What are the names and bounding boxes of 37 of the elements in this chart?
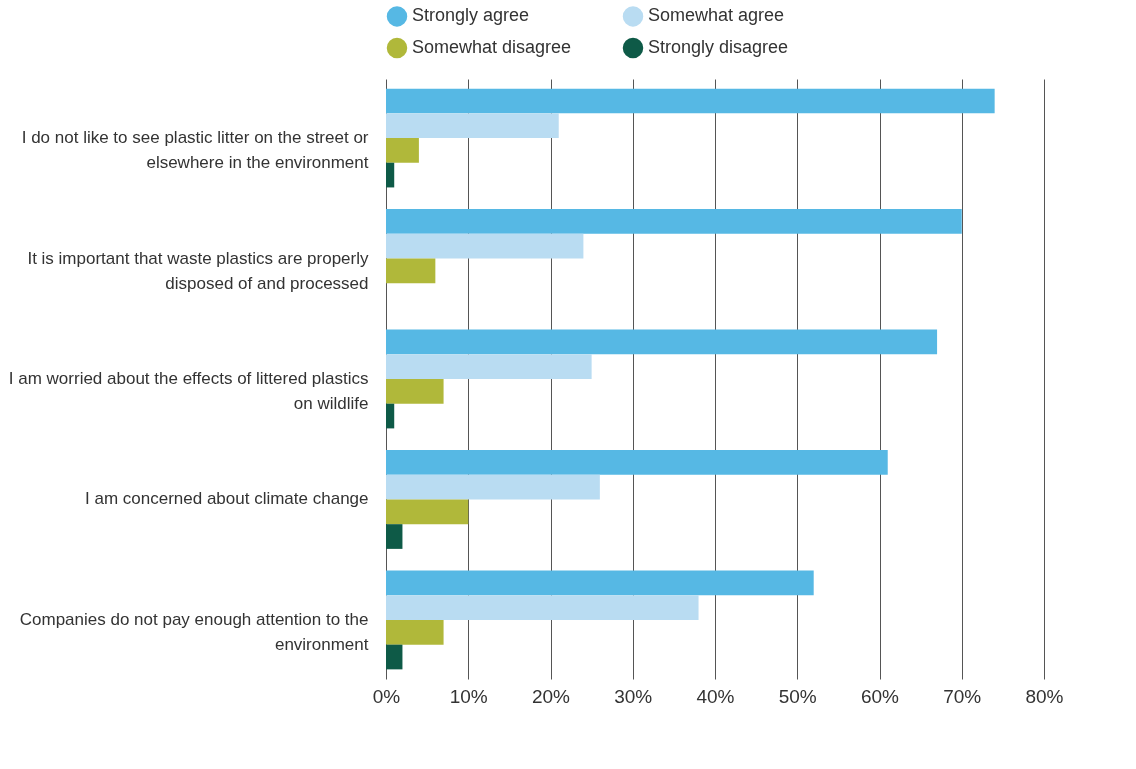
x-tick-label: 30% [614, 685, 653, 707]
y-tick-label: Companies do not pay enough attention to the environment [19, 609, 369, 654]
x-tick-label: 0% [372, 685, 401, 707]
x-tick-label: 40% [696, 685, 735, 707]
bar [386, 595, 699, 620]
x-tick-label: 80% [1025, 685, 1064, 707]
x-tick-label: 20% [531, 685, 571, 707]
y-tick-label: I am worried about the effects of littered plastics on wildlife [8, 369, 369, 413]
x-tick-label: 10% [449, 685, 488, 707]
bar [386, 499, 469, 525]
y-tick-label: It is important that waste plastics are properly disposed of and processed [27, 248, 369, 293]
bar [386, 329, 938, 355]
x-tick-label: 70% [943, 685, 982, 707]
bar [386, 644, 403, 670]
legend-label: Somewhat disagree [412, 37, 572, 57]
bar [386, 209, 962, 234]
bar [386, 233, 584, 259]
bar [386, 619, 444, 645]
bar [386, 403, 395, 429]
x-tick-label: 50% [778, 685, 817, 707]
bar [386, 162, 395, 188]
bar [386, 450, 888, 475]
legend-label: Strongly agree [412, 5, 530, 26]
x-tick-label: 60% [860, 685, 900, 707]
y-tick-label: I do not like to see plastic litter on the street or elsewhere in the environment [21, 128, 369, 173]
bar [386, 138, 419, 163]
bar [386, 524, 403, 549]
y-tick-label: I am concerned about climate change [84, 489, 369, 509]
bar [386, 474, 600, 500]
bar [386, 570, 814, 596]
bar [386, 379, 444, 404]
bar [386, 88, 995, 114]
bar [386, 354, 592, 379]
bar [386, 258, 436, 284]
legend-label: Somewhat agree [648, 5, 785, 26]
bar [386, 113, 559, 139]
legend-label: Strongly disagree [648, 37, 789, 57]
